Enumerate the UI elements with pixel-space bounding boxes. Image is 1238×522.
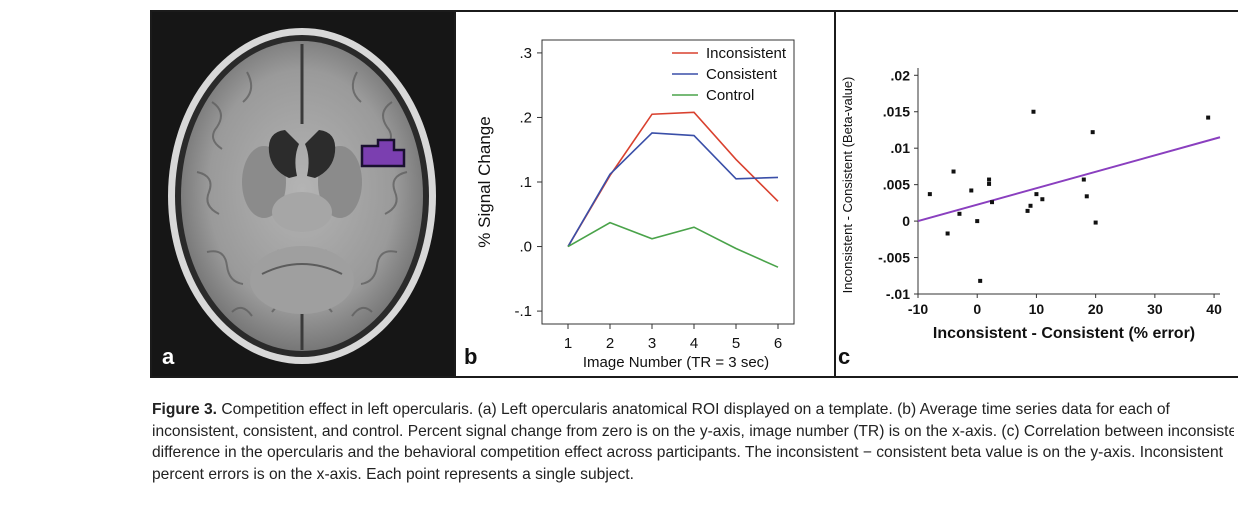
- x-tick-label: 10: [1029, 301, 1045, 317]
- regression-line: [917, 136, 1221, 223]
- y-tick-label: .01: [891, 140, 911, 156]
- legend-label-control: Control: [706, 87, 754, 104]
- y-tick-label: .015: [883, 104, 910, 120]
- y-tick-label: .005: [883, 177, 910, 193]
- panel-a-brain-image: a: [152, 12, 454, 376]
- caption-line-1: Figure 3. Competition effect in left ope…: [152, 399, 1234, 421]
- scatter-point: [1028, 203, 1033, 208]
- brain-mri-illustration: [152, 12, 454, 376]
- scatter-point: [1206, 115, 1211, 120]
- scatter-point: [1093, 220, 1098, 225]
- scatter-point: [975, 219, 980, 224]
- y-tick-label: .1: [519, 174, 532, 191]
- x-tick-label: -10: [908, 301, 928, 317]
- panel-b-time-series-chart: .3 .2 .1 .0 -.1 1 2 3 4 5 6 Image Number (TR = 3 se…: [456, 12, 834, 376]
- time-series-chart: .3 .2 .1 .0 -.1 1 2 3 4 5 6 Image Number (TR = 3 se…: [475, 39, 795, 371]
- x-tick-label: 5: [732, 335, 740, 352]
- caption-line-2: inconsistent, consistent, and control. P…: [152, 422, 1234, 440]
- x-axis-label: Image Number (TR = 3 sec): [583, 354, 769, 371]
- series-line-consistent: [567, 132, 779, 247]
- scatter-point: [1031, 109, 1036, 114]
- x-tick-label: 0: [973, 301, 981, 317]
- scatter-point: [990, 200, 995, 205]
- panel-label-a: a: [162, 344, 175, 369]
- y-tick-label: .02: [891, 67, 911, 83]
- y-tick-label: .2: [519, 109, 532, 126]
- legend-label-inconsistent: Inconsistent: [706, 45, 787, 62]
- series-line-control: [567, 221, 779, 268]
- x-tick-label: 1: [564, 335, 572, 352]
- scatter-point: [927, 192, 932, 197]
- caption-line-4: percent errors is on the x-axis. Each po…: [152, 465, 634, 483]
- scatter-point: [1090, 130, 1095, 135]
- x-axis-label: Inconsistent - Consistent (% error): [933, 325, 1195, 342]
- correlation-scatter-chart: .02 .015 .01 .005 0 -.005 -.01-10 0 10 20 30 40 Inco…: [840, 67, 1222, 342]
- series-line-inconsistent: [567, 111, 779, 247]
- scatter-point: [978, 278, 983, 283]
- panel-label-c: c: [838, 344, 851, 369]
- panel-label-b: b: [464, 344, 478, 369]
- figure-label: Figure 3.: [152, 401, 217, 418]
- scatter-point: [1025, 208, 1030, 213]
- y-tick-label: 0: [902, 213, 910, 229]
- scatter-point: [987, 181, 992, 186]
- panel-c-scatter-chart: .02 .015 .01 .005 0 -.005 -.01 -10 0 10 20 30 40 Inco…: [836, 12, 1238, 376]
- scatter-point: [987, 177, 992, 182]
- x-tick-label: 30: [1147, 301, 1163, 317]
- y-axis-label: Inconsistent - Consistent (Beta-value): [840, 77, 855, 294]
- x-tick-label: 2: [606, 335, 614, 352]
- scatter-point: [945, 231, 950, 236]
- caption-text-1: Competition effect in left opercularis. …: [217, 401, 1170, 418]
- scatter-point: [1084, 194, 1089, 199]
- y-tick-label: .0: [519, 239, 532, 256]
- y-tick-label: -.1: [514, 303, 532, 320]
- y-tick-label: -.005: [878, 250, 910, 266]
- scatter-point: [969, 188, 974, 193]
- y-axis-label: % Signal Change: [475, 116, 494, 247]
- scatter-point: [1040, 197, 1045, 202]
- legend-label-consistent: Consistent: [706, 66, 778, 83]
- x-tick-label: 4: [690, 335, 698, 352]
- figure-caption: Figure 3. Competition effect in left ope…: [152, 399, 1234, 485]
- x-tick-label: 40: [1206, 301, 1222, 317]
- scatter-point: [951, 169, 956, 174]
- scatter-point: [957, 211, 962, 216]
- scatter-point: [1081, 177, 1086, 182]
- x-tick-label: 3: [648, 335, 656, 352]
- caption-line-3: difference in the opercularis and the be…: [152, 444, 1223, 461]
- x-tick-label: 6: [774, 335, 782, 352]
- y-tick-label: .3: [519, 45, 532, 62]
- x-tick-label: 20: [1088, 301, 1104, 317]
- y-tick-label: -.01: [886, 286, 910, 302]
- opercularis-roi: [360, 138, 406, 168]
- scatter-point: [1034, 192, 1039, 197]
